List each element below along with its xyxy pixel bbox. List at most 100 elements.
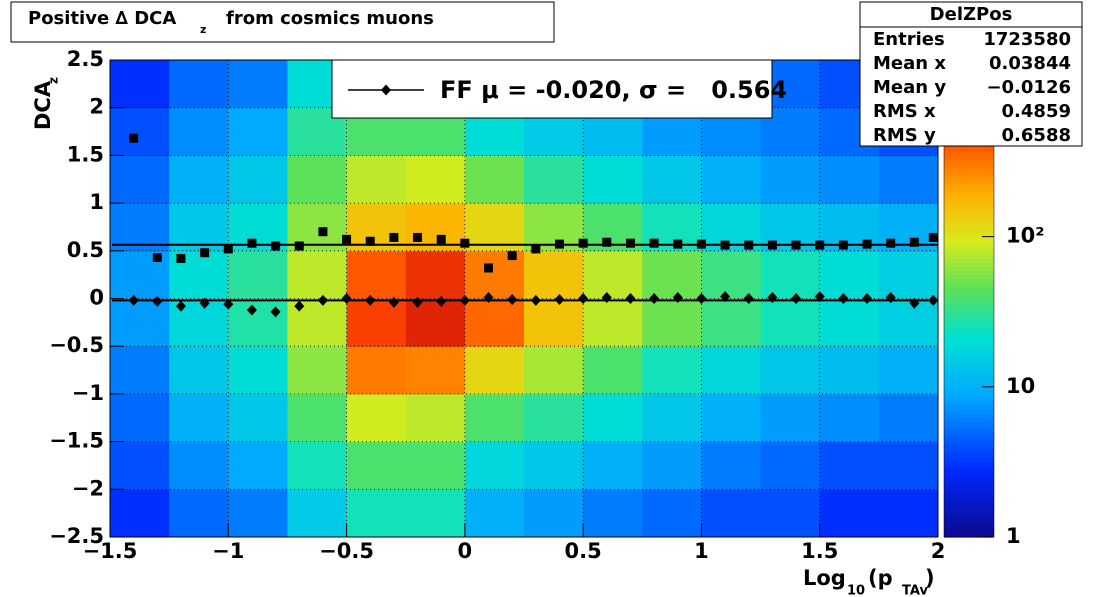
heat-cell	[524, 489, 584, 538]
heat-cell	[228, 60, 288, 109]
colorbar-step	[944, 183, 994, 188]
square-marker	[815, 240, 825, 250]
chart-title-sub: z	[200, 23, 206, 36]
diamond-marker	[365, 294, 376, 306]
y-tick-label: 0.5	[67, 238, 104, 262]
colorbar-step	[944, 306, 994, 312]
diamond-marker	[223, 298, 234, 310]
colorbar-step	[944, 338, 994, 343]
colorbar-step	[944, 195, 994, 200]
heat-cell	[760, 298, 821, 347]
heat-cell	[346, 250, 407, 299]
colorbar-step	[944, 381, 994, 387]
heat-cell	[583, 298, 643, 347]
colorbar-step	[944, 493, 994, 498]
colorbar-step	[944, 441, 994, 447]
colorbar-step	[944, 449, 994, 455]
legend-box	[331, 59, 773, 119]
heat-cell	[169, 489, 229, 538]
stats-label: Entries	[873, 29, 945, 50]
diamond-marker	[199, 297, 210, 309]
diamond-marker	[601, 292, 612, 304]
square-marker	[436, 234, 446, 244]
heat-cell	[464, 441, 525, 490]
square-marker	[223, 244, 233, 254]
y-tick-label: 1.5	[67, 142, 104, 166]
stats-value: 0.6588	[1002, 125, 1071, 146]
x-axis-label-end: )	[925, 566, 935, 590]
colorbar-step	[944, 461, 994, 467]
z-tick-label: 1	[1006, 524, 1021, 548]
colorbar-step	[944, 159, 994, 164]
heat-cell	[405, 298, 466, 347]
colorbar-step	[944, 517, 994, 522]
colorbar-step	[944, 334, 994, 339]
square-marker	[791, 240, 801, 250]
colorbar-step	[944, 370, 994, 375]
z-tick-label: 10	[1006, 374, 1035, 398]
square-marker	[696, 239, 706, 249]
stats-value: 1723580	[983, 29, 1071, 50]
colorbar-step	[944, 318, 994, 323]
diamond-marker	[388, 296, 399, 308]
colorbar-step	[944, 219, 994, 224]
heat-cell	[110, 346, 170, 395]
heat-cell	[464, 298, 525, 347]
x-tick-label: 1	[694, 539, 709, 563]
colorbar-step	[944, 215, 994, 220]
diamond-marker	[554, 293, 565, 305]
diamond-marker	[649, 293, 660, 304]
colorbar-step	[944, 417, 994, 423]
heat-cell	[642, 489, 702, 538]
colorbar-step	[944, 389, 994, 395]
diamond-marker	[152, 295, 163, 307]
colorbar-step	[944, 421, 994, 427]
heat-cell	[878, 441, 939, 490]
heat-cell	[346, 298, 407, 347]
heat-cell	[878, 155, 939, 204]
diamond-marker	[317, 294, 328, 306]
colorbar-step	[944, 409, 994, 415]
diamond-marker	[696, 293, 707, 304]
heat-cell	[228, 107, 288, 156]
heat-cell	[701, 298, 762, 347]
heat-cell	[405, 489, 466, 538]
heat-cell	[701, 346, 762, 395]
x-tick-label: −0.5	[319, 539, 374, 563]
colorbar-step	[944, 513, 994, 518]
heat-cell	[760, 441, 821, 490]
colorbar-step	[944, 509, 994, 514]
diamond-marker	[246, 304, 257, 316]
y-tick-label: 0	[89, 286, 104, 310]
colorbar-step	[944, 199, 994, 204]
colorbar-step	[944, 322, 994, 327]
colorbar-step	[944, 258, 994, 264]
heat-cell	[110, 155, 170, 204]
heat-cell	[110, 203, 170, 252]
colorbar-step	[944, 326, 994, 331]
square-marker	[413, 232, 423, 242]
y-tick-label: −0.5	[49, 333, 104, 357]
diamond-marker	[885, 292, 896, 304]
heat-cell	[464, 346, 525, 395]
heat-cell	[701, 250, 762, 299]
heat-cell	[819, 393, 880, 443]
heat-cell	[819, 155, 880, 204]
colorbar-step	[944, 342, 994, 347]
heat-cell	[169, 393, 229, 443]
y-tick-label: −2.5	[49, 524, 104, 548]
legend-marker	[381, 84, 391, 96]
heat-cell	[228, 155, 288, 204]
heat-cell	[110, 441, 170, 490]
colorbar-step	[944, 254, 994, 260]
heat-cell	[169, 155, 229, 204]
heat-cell	[110, 489, 170, 538]
diamond-marker	[530, 294, 541, 306]
square-marker	[602, 237, 612, 247]
square-marker	[909, 237, 919, 247]
colorbar-step	[944, 413, 994, 419]
colorbar-step	[944, 226, 994, 232]
heat-cell	[110, 60, 170, 109]
colorbar-step	[944, 497, 994, 502]
